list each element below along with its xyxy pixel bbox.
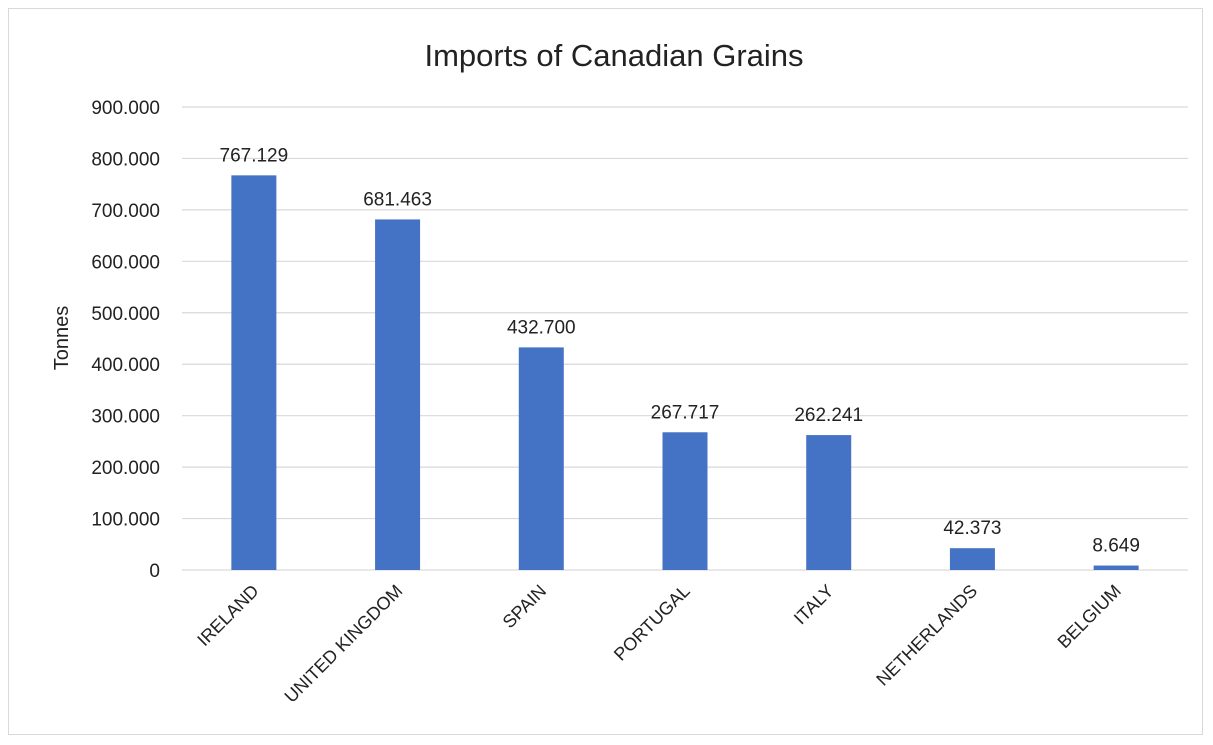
y-tick-label: 0 — [149, 561, 160, 582]
y-tick-label: 700.000 — [91, 201, 160, 222]
data-label: 432.700 — [507, 317, 576, 338]
x-tick-label: PORTUGAL — [610, 581, 694, 665]
chart-title: Imports of Canadian Grains — [424, 38, 803, 73]
y-tick-label: 300.000 — [91, 407, 160, 428]
y-tick-label: 600.000 — [91, 252, 160, 273]
gridlines — [182, 106, 1188, 571]
x-tick-label: SPAIN — [499, 581, 550, 632]
chart-frame — [8, 8, 1203, 735]
y-axis-label: Tonnes — [51, 306, 73, 371]
bar-netherlands — [949, 548, 995, 570]
data-label: 267.717 — [651, 402, 720, 423]
bar-spain — [518, 347, 564, 570]
x-tick-label: IRELAND — [193, 581, 262, 650]
y-tick-label: 400.000 — [91, 355, 160, 376]
y-tick-label: 900.000 — [91, 98, 160, 119]
y-axis-ticks: 0 100.000 200.000 300.000 400.000 500.000 600.… — [91, 98, 160, 582]
bar-united-kingdom — [375, 219, 421, 570]
x-axis-ticks: IRELAND UNITED KINGDOM SPAIN PORTUGAL ITALY N… — [193, 581, 1125, 707]
bar-ireland — [231, 175, 277, 571]
data-label: 767.129 — [220, 145, 289, 166]
y-tick-label: 800.000 — [91, 149, 160, 170]
x-tick-label: BELGIUM — [1054, 581, 1125, 652]
y-tick-label: 200.000 — [91, 458, 160, 479]
bar-italy — [806, 435, 852, 570]
data-label: 8.649 — [1092, 536, 1140, 557]
x-tick-label: ITALY — [790, 581, 838, 629]
bar-portugal — [662, 432, 708, 570]
y-tick-label: 500.000 — [91, 304, 160, 325]
x-tick-label: UNITED KINGDOM — [281, 581, 407, 707]
bar-belgium — [1093, 565, 1139, 570]
y-tick-label: 100.000 — [91, 510, 160, 531]
value-labels: 767.129 681.463 432.700 267.717 262.241 42.37… — [220, 145, 1140, 556]
data-label: 42.373 — [943, 518, 1001, 539]
bars — [231, 175, 1139, 571]
x-tick-label: NETHERLANDS — [872, 581, 981, 690]
data-label: 262.241 — [794, 405, 863, 426]
data-label: 681.463 — [363, 189, 432, 210]
